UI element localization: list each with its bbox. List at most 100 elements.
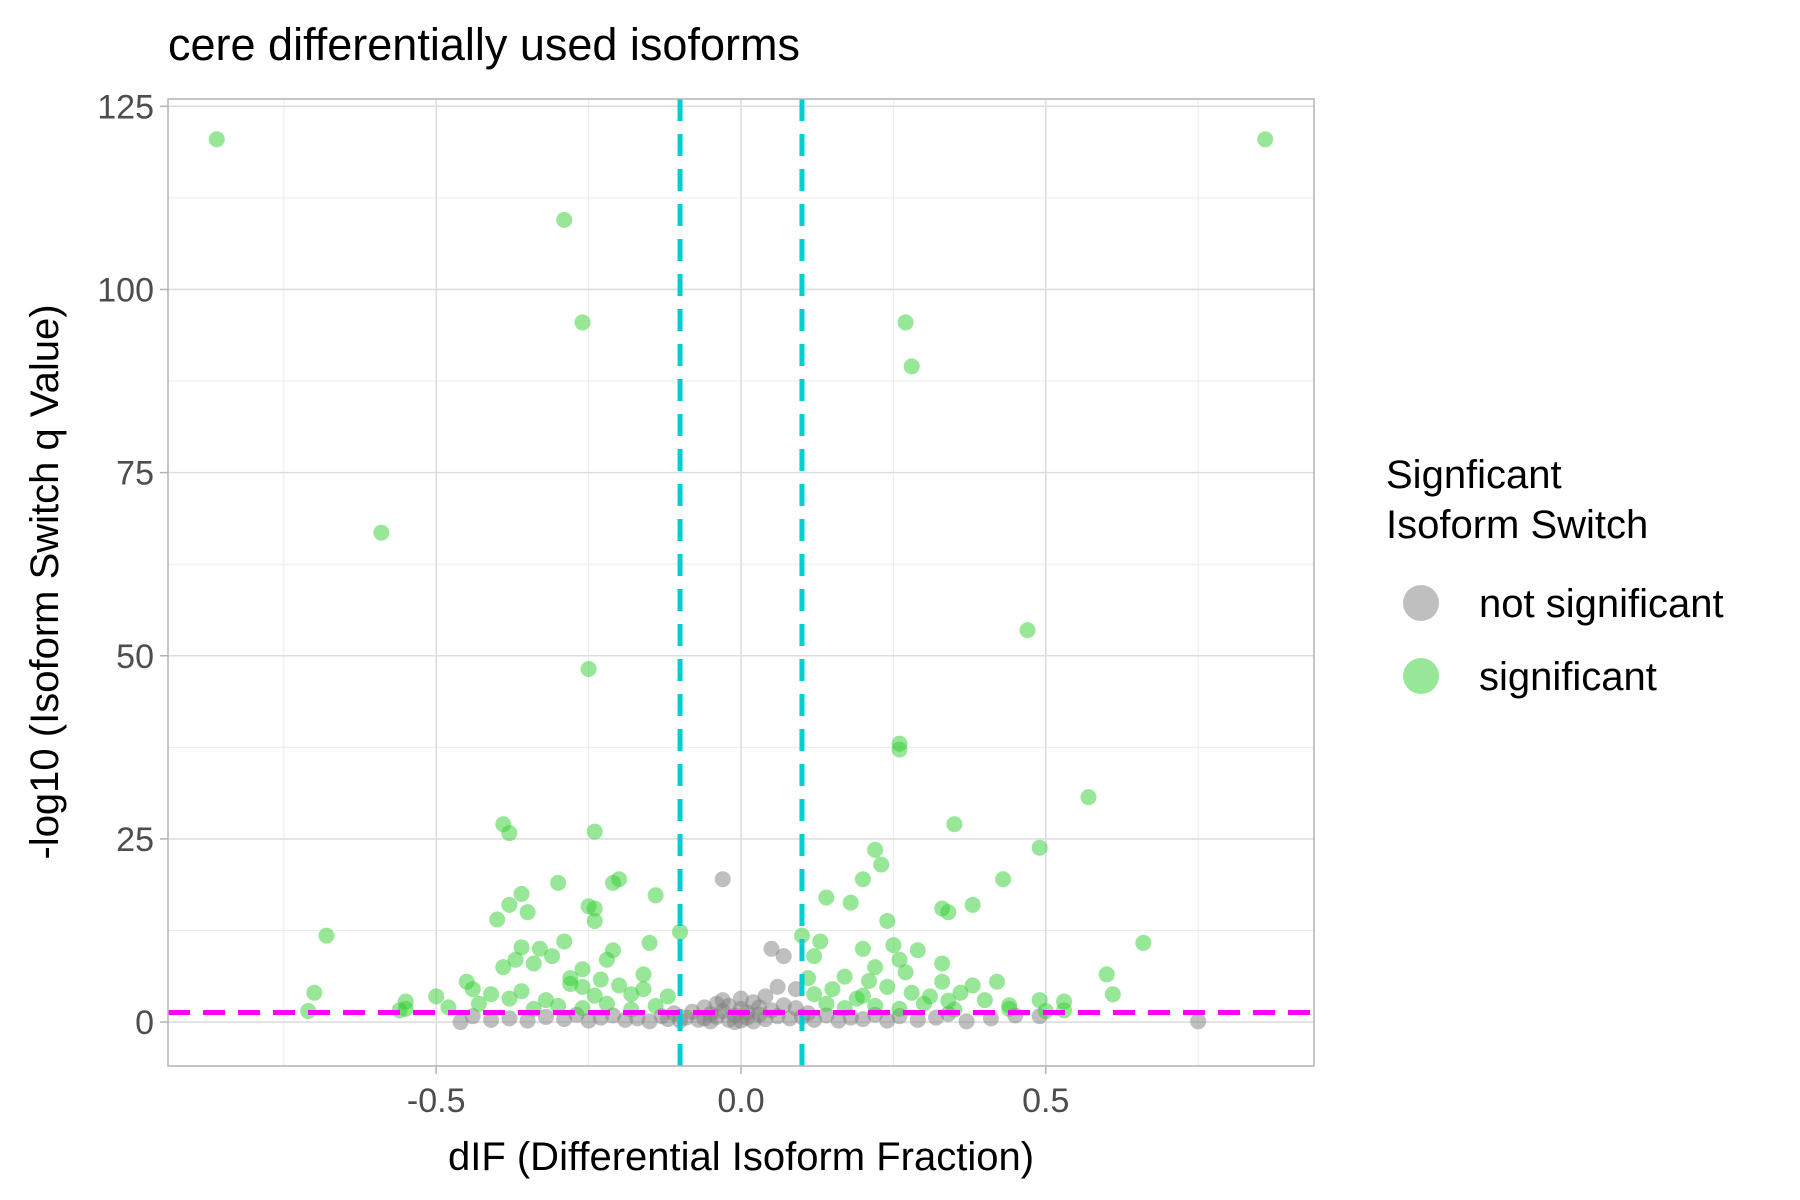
point-significant <box>793 927 810 944</box>
point-not-significant <box>733 990 749 1007</box>
data-points <box>208 131 1274 1031</box>
point-significant <box>897 314 914 331</box>
point-significant <box>537 992 554 1009</box>
point-significant <box>647 887 664 904</box>
legend: Signficant Isoform Switch not significan… <box>1386 453 1724 699</box>
point-significant <box>976 992 993 1009</box>
point-significant <box>964 977 981 994</box>
point-not-significant <box>818 1007 835 1024</box>
legend-title-line-2: Isoform Switch <box>1386 503 1648 547</box>
point-not-significant <box>537 1008 554 1025</box>
point-significant <box>495 959 512 976</box>
point-not-significant <box>879 1012 896 1029</box>
point-significant <box>842 894 859 911</box>
point-significant <box>1135 934 1152 951</box>
point-not-significant <box>714 871 731 888</box>
point-significant <box>592 971 609 988</box>
reference-lines <box>168 99 1314 1066</box>
point-not-significant <box>452 1014 469 1031</box>
point-significant <box>208 131 225 148</box>
legend-key-not-significant <box>1403 585 1439 621</box>
y-tick-label: 75 <box>116 455 154 493</box>
legend-title-line-1: Signficant <box>1386 453 1562 497</box>
point-significant <box>544 948 561 965</box>
point-significant <box>513 885 530 902</box>
point-significant <box>623 1001 640 1018</box>
point-significant <box>641 934 658 951</box>
point-significant <box>574 961 591 978</box>
point-significant <box>867 841 884 858</box>
point-significant <box>989 973 1006 990</box>
point-significant <box>489 911 506 928</box>
point-significant <box>1257 131 1274 148</box>
point-significant <box>940 992 957 1009</box>
point-significant <box>946 816 963 833</box>
y-axis-ticks: 0 25 50 75 100 125 <box>97 88 168 1042</box>
legend-label-significant: significant <box>1479 655 1657 699</box>
point-significant <box>501 990 518 1007</box>
point-significant <box>580 660 597 677</box>
point-significant <box>623 986 640 1003</box>
point-not-significant <box>501 1010 518 1027</box>
point-significant <box>1019 622 1036 639</box>
y-tick-label: 25 <box>116 821 154 859</box>
x-tick-label: 0.5 <box>1022 1082 1069 1120</box>
point-significant <box>879 978 896 995</box>
point-significant <box>550 997 567 1014</box>
point-significant <box>428 988 445 1005</box>
point-significant <box>867 997 884 1014</box>
point-significant <box>525 955 542 972</box>
point-significant <box>550 874 567 891</box>
point-significant <box>586 823 603 840</box>
point-significant <box>604 874 621 891</box>
point-significant <box>306 984 323 1001</box>
point-significant <box>574 314 591 331</box>
point-not-significant <box>556 1011 573 1028</box>
point-significant <box>818 995 835 1012</box>
point-significant <box>854 871 871 888</box>
point-significant <box>824 981 841 998</box>
point-significant <box>611 977 628 994</box>
point-significant <box>659 988 676 1005</box>
point-not-significant <box>830 1012 847 1029</box>
point-significant <box>915 995 932 1012</box>
x-axis-ticks: -0.5 0.0 0.5 <box>407 1066 1069 1120</box>
y-tick-label: 50 <box>116 638 154 676</box>
point-significant <box>940 904 957 921</box>
point-significant <box>586 900 603 917</box>
point-significant <box>812 933 829 950</box>
point-significant <box>556 933 573 950</box>
y-tick-label: 125 <box>97 88 154 126</box>
x-tick-label: 0.0 <box>717 1082 764 1120</box>
legend-label-not-significant: not significant <box>1479 582 1724 626</box>
point-significant <box>483 986 500 1003</box>
point-significant <box>574 978 591 995</box>
point-significant <box>1080 789 1097 806</box>
y-axis-title: -log10 (Isoform Switch q Value) <box>23 304 67 859</box>
point-significant <box>806 948 823 965</box>
point-significant <box>574 1000 591 1017</box>
legend-key-significant <box>1403 658 1439 694</box>
point-significant <box>318 927 335 944</box>
point-significant <box>964 896 981 913</box>
point-significant <box>586 987 603 1004</box>
point-significant <box>818 889 835 906</box>
point-significant <box>1031 839 1048 856</box>
chart-title: cere differentially used isoforms <box>168 19 800 70</box>
point-significant <box>909 942 926 959</box>
point-not-significant <box>854 1011 871 1028</box>
x-axis-title: dIF (Differential Isoform Fraction) <box>448 1135 1034 1179</box>
point-significant <box>867 959 884 976</box>
point-significant <box>513 939 530 956</box>
point-significant <box>470 995 487 1012</box>
point-significant <box>598 995 615 1012</box>
point-significant <box>995 871 1012 888</box>
point-not-significant <box>757 988 774 1005</box>
point-significant <box>891 741 908 758</box>
point-significant <box>598 951 615 968</box>
y-tick-label: 0 <box>135 1004 154 1042</box>
point-significant <box>635 966 652 983</box>
point-significant <box>897 964 914 981</box>
point-not-significant <box>775 997 792 1014</box>
